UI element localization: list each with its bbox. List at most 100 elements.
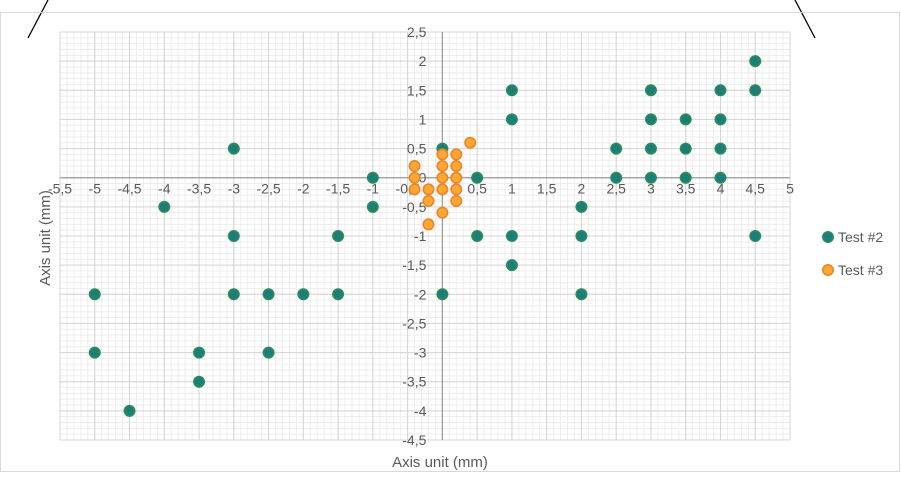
- data-point-series-2: [408, 160, 421, 173]
- data-point-series-1: [610, 171, 623, 184]
- data-point-series-2: [450, 171, 463, 184]
- data-point-series-2: [436, 171, 449, 184]
- x-tick-label: -5,5: [48, 181, 72, 197]
- data-point-series-1: [714, 142, 727, 155]
- y-tick-label: 2,5: [407, 24, 427, 40]
- data-point-series-1: [505, 230, 518, 243]
- legend: Test #2 Test #3: [821, 229, 883, 278]
- y-tick-label: -0,5: [402, 199, 426, 215]
- data-point-series-1: [575, 230, 588, 243]
- data-point-series-1: [227, 288, 240, 301]
- x-tick-label: 1,5: [537, 181, 557, 197]
- x-tick-label: 4,5: [746, 181, 766, 197]
- x-tick-label: -4,5: [117, 181, 141, 197]
- data-point-series-1: [644, 171, 657, 184]
- data-point-series-1: [88, 288, 101, 301]
- y-tick-label: -4: [414, 403, 427, 419]
- data-point-series-2: [422, 218, 435, 231]
- y-tick-label: -2: [414, 286, 427, 302]
- data-points: [88, 55, 762, 417]
- x-tick-label: 2: [578, 181, 586, 197]
- x-tick-label: -3,5: [187, 181, 211, 197]
- y-tick-label: -1: [414, 228, 427, 244]
- y-tick-label: -3: [414, 345, 427, 361]
- data-point-series-1: [471, 171, 484, 184]
- data-point-series-1: [262, 288, 275, 301]
- data-point-series-2: [408, 171, 421, 184]
- x-tick-label: 2,5: [606, 181, 626, 197]
- x-tick-label: 3,5: [676, 181, 696, 197]
- data-point-series-2: [450, 148, 463, 161]
- y-tick-label: 1: [419, 111, 427, 127]
- data-point-series-1: [366, 171, 379, 184]
- data-point-series-1: [749, 55, 762, 68]
- y-tick-label: -2,5: [402, 315, 426, 331]
- y-tick-label: -1,5: [402, 257, 426, 273]
- data-point-series-2: [450, 183, 463, 196]
- x-tick-label: -3: [228, 181, 241, 197]
- x-axis-title: Axis unit (mm): [392, 454, 488, 471]
- data-point-series-1: [332, 230, 345, 243]
- x-tick-label: -5: [89, 181, 102, 197]
- y-tick-label: 0,5: [407, 141, 427, 157]
- data-point-series-1: [505, 259, 518, 272]
- data-point-series-1: [505, 84, 518, 97]
- x-tick-label: -1,5: [326, 181, 350, 197]
- x-tick-label: 1: [508, 181, 516, 197]
- data-point-series-1: [679, 113, 692, 126]
- data-point-series-1: [679, 171, 692, 184]
- x-tick-label: 0,5: [467, 181, 487, 197]
- data-point-series-2: [450, 160, 463, 173]
- gridlines: [59, 31, 791, 441]
- data-point-series-1: [332, 288, 345, 301]
- y-tick-label: 0: [419, 170, 427, 186]
- data-point-series-1: [227, 230, 240, 243]
- data-point-series-1: [714, 171, 727, 184]
- data-point-series-1: [575, 288, 588, 301]
- data-point-series-1: [88, 346, 101, 359]
- data-point-series-1: [714, 113, 727, 126]
- data-point-series-1: [610, 142, 623, 155]
- data-point-series-2: [450, 195, 463, 208]
- x-tick-label: -4: [158, 181, 171, 197]
- data-point-series-2: [408, 183, 421, 196]
- y-tick-label: -4,5: [402, 432, 426, 448]
- axes: [60, 32, 790, 440]
- data-point-series-1: [505, 113, 518, 126]
- data-point-series-1: [714, 84, 727, 97]
- data-point-series-1: [297, 288, 310, 301]
- data-point-series-1: [193, 346, 206, 359]
- data-point-series-2: [464, 136, 477, 149]
- data-point-series-2: [436, 148, 449, 161]
- legend-label-series-1: Test #2: [838, 229, 883, 245]
- x-tick-label: -2,5: [257, 181, 281, 197]
- x-tick-label: 4: [717, 181, 725, 197]
- legend-marker-series-2: [821, 263, 834, 276]
- x-tick-label: 5: [786, 181, 794, 197]
- data-point-series-1: [471, 230, 484, 243]
- data-point-series-1: [123, 404, 136, 417]
- y-tick-label: 1,5: [407, 82, 427, 98]
- x-tick-label: -1: [367, 181, 380, 197]
- data-point-series-2: [436, 206, 449, 219]
- data-point-series-2: [422, 183, 435, 196]
- data-point-series-1: [193, 375, 206, 388]
- data-point-series-1: [679, 142, 692, 155]
- x-tick-label: -2: [297, 181, 310, 197]
- data-point-series-1: [749, 84, 762, 97]
- data-point-series-1: [644, 84, 657, 97]
- data-point-series-1: [575, 200, 588, 213]
- y-tick-label: -3,5: [402, 374, 426, 390]
- data-point-series-2: [422, 195, 435, 208]
- data-point-series-1: [644, 142, 657, 155]
- y-tick-label: 2: [419, 53, 427, 69]
- chart-area-border: [0, 12, 900, 472]
- data-point-series-1: [644, 113, 657, 126]
- data-point-series-1: [436, 288, 449, 301]
- data-point-series-1: [262, 346, 275, 359]
- legend-label-series-2: Test #3: [838, 262, 883, 278]
- data-point-series-2: [436, 160, 449, 173]
- tick-labels: -5,5 -5 -4,5 -4 -3,5 -3 -2,5 -2 -1,5 -1 -0,5 0 0,5 1 1…: [48, 24, 794, 448]
